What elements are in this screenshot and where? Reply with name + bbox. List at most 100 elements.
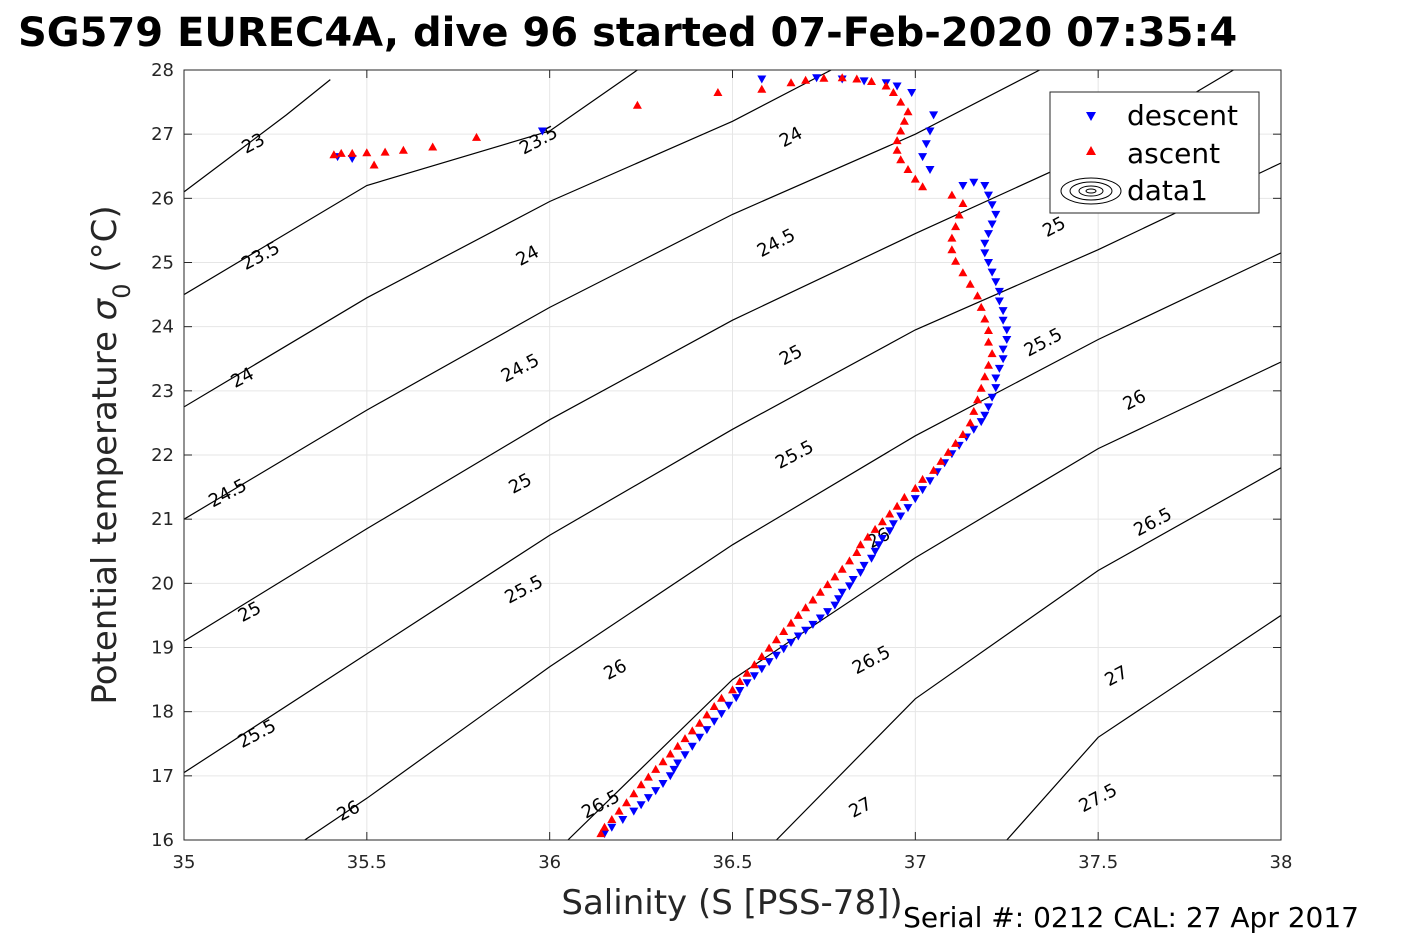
contour-line-23 <box>184 79 331 193</box>
descent-point <box>918 153 928 162</box>
ascent-point <box>947 233 957 242</box>
ascent-point <box>665 749 675 758</box>
descent-point <box>724 701 734 710</box>
contour-lines <box>184 70 1281 840</box>
ascent-point <box>856 540 865 549</box>
descent-point <box>991 384 1001 393</box>
ascent-point <box>870 524 880 533</box>
ascent-point <box>596 829 606 838</box>
sigma-subscript: 0 <box>108 283 136 298</box>
descent-point <box>731 694 741 703</box>
descent-point <box>673 759 683 768</box>
descent-point <box>969 425 979 434</box>
ascent-point <box>702 710 712 719</box>
descent-point <box>910 495 920 504</box>
descent-point <box>998 316 1008 325</box>
descent-point <box>680 751 690 760</box>
ascent-point <box>892 501 902 510</box>
serial-cal-footer: Serial #: 0212 CAL: 27 Apr 2017 <box>903 901 1359 934</box>
ascent-point <box>336 148 346 157</box>
ascent-point <box>980 314 990 323</box>
ascent-point <box>636 780 646 789</box>
ascent-point <box>600 822 609 831</box>
y-tick-label: 20 <box>151 573 174 594</box>
descent-point <box>980 182 990 190</box>
ascent-point <box>903 107 913 116</box>
y-axis-label: Potential temperature σ0 (°C) <box>85 205 136 704</box>
x-tick-label: 35.5 <box>347 852 387 873</box>
contour-line-26 <box>304 252 1281 840</box>
descent-point <box>695 733 705 742</box>
ascent-point <box>976 302 986 311</box>
descent-point <box>925 166 935 174</box>
ascent-point <box>947 245 957 254</box>
legend: descent ascent data1 <box>1049 91 1260 214</box>
y-tick-label: 21 <box>151 509 174 530</box>
ascent-point <box>896 97 906 106</box>
descent-point <box>808 620 818 629</box>
x-tick-label: 37.5 <box>1078 852 1118 873</box>
ascent-point <box>867 77 876 85</box>
ascent-point <box>947 190 957 199</box>
ascent-point <box>976 383 986 392</box>
x-tick-label: 36.5 <box>712 852 752 873</box>
descent-point <box>859 77 869 86</box>
ascent-point <box>910 483 920 492</box>
ascent-point <box>987 349 997 358</box>
descent-point <box>658 780 668 788</box>
ascent-point <box>629 789 639 798</box>
ascent-point <box>888 88 898 96</box>
legend-data1-label: data1 <box>1127 174 1208 207</box>
ascent-point <box>943 447 953 456</box>
ascent-point <box>808 595 818 604</box>
ascent-point <box>717 693 726 702</box>
descent-point <box>618 816 628 824</box>
ascent-point <box>899 116 909 125</box>
ascent-point <box>801 75 811 84</box>
descent-point <box>856 568 865 577</box>
legend-descent-label: descent <box>1127 99 1238 132</box>
descent-point <box>845 582 854 591</box>
descent-point <box>636 801 646 810</box>
ascent-point <box>969 406 979 415</box>
ascent-point <box>892 136 902 145</box>
descent-point <box>987 268 997 277</box>
contour-line-24 <box>184 70 832 408</box>
ascent-point <box>643 772 653 781</box>
ascent-point <box>973 395 982 404</box>
descent-point <box>980 249 990 258</box>
ascent-point <box>951 222 961 231</box>
ascent-point <box>845 556 854 565</box>
descent-point <box>998 355 1008 364</box>
ascent-point <box>779 627 789 635</box>
ascent-point <box>951 438 961 447</box>
ascent-point <box>881 81 891 90</box>
descent-point <box>892 82 902 91</box>
descent-point <box>969 178 979 187</box>
y-axis-ticks: 16 17 18 19 20 21 22 23 24 25 26 27 28 <box>151 60 1281 851</box>
descent-point <box>742 679 752 688</box>
descent-point <box>848 576 858 584</box>
ascent-point <box>607 815 617 823</box>
x-tick-label: 35 <box>173 852 196 873</box>
descent-point <box>793 632 803 641</box>
descent-point <box>834 595 843 604</box>
ascent-point <box>984 337 993 346</box>
descent-point <box>903 504 913 513</box>
ascent-point <box>709 702 719 710</box>
ascent-point <box>918 474 928 483</box>
ascent-point <box>892 145 902 154</box>
x-axis-ticks: 35 35.5 36 36.5 37 37.5 38 <box>173 70 1292 873</box>
descent-point <box>867 554 876 563</box>
ascent-point <box>786 78 796 87</box>
ascent-point <box>958 268 968 277</box>
descent-point <box>994 364 1004 373</box>
ascent-point <box>614 806 624 815</box>
descent-point <box>823 608 833 617</box>
descent-point <box>976 418 986 427</box>
y-tick-label: 19 <box>151 638 174 659</box>
ascent-point <box>863 532 873 541</box>
legend-descent-marker <box>1086 112 1096 121</box>
ascent-point <box>903 165 913 173</box>
contour-line-27-5 <box>1006 614 1281 840</box>
